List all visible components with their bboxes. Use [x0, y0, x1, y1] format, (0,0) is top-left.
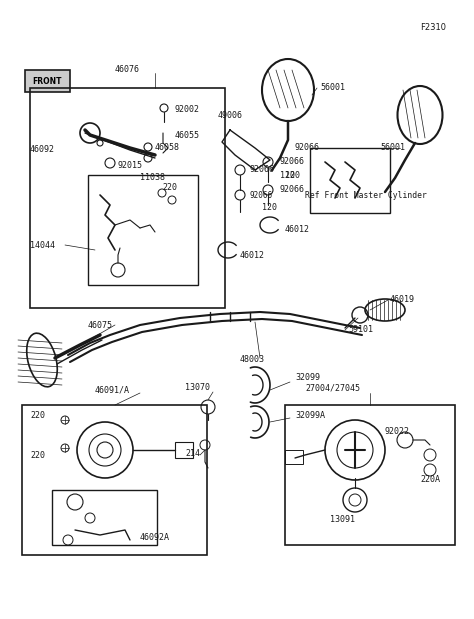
Text: 120: 120	[280, 170, 295, 180]
Text: 13070: 13070	[185, 384, 210, 392]
Text: 92066: 92066	[250, 191, 273, 199]
Bar	[25, 70, 70, 92]
Text: 46055: 46055	[175, 131, 200, 139]
Text: 11038: 11038	[140, 173, 165, 183]
Text: 120: 120	[285, 170, 300, 180]
Text: 120: 120	[262, 204, 277, 212]
Bar	[88, 175, 198, 285]
Text: 27004/27045: 27004/27045	[305, 384, 360, 392]
Text: 92066: 92066	[295, 144, 320, 152]
Bar	[30, 88, 225, 308]
Text: 92002: 92002	[175, 105, 200, 115]
Text: 46091/A: 46091/A	[95, 386, 130, 394]
Text: 48003: 48003	[240, 355, 265, 365]
Text: 46075: 46075	[88, 321, 113, 329]
Text: 92015: 92015	[118, 160, 143, 170]
Text: 92022: 92022	[385, 428, 410, 436]
Text: 46012: 46012	[285, 225, 310, 235]
Text: 46058: 46058	[155, 144, 180, 152]
Text: 92066: 92066	[280, 186, 305, 194]
Text: 214: 214	[185, 449, 200, 457]
Bar	[285, 405, 455, 545]
Text: 220A: 220A	[420, 475, 440, 485]
Text: 220: 220	[30, 410, 45, 420]
Text: 56001: 56001	[380, 144, 405, 152]
Text: 92066: 92066	[280, 157, 305, 167]
Text: 59101: 59101	[348, 326, 373, 334]
Text: 32099: 32099	[295, 373, 320, 383]
Text: 32099A: 32099A	[295, 410, 325, 420]
Bar	[52, 490, 157, 545]
Text: 220: 220	[30, 451, 45, 459]
Text: 46019: 46019	[390, 295, 415, 305]
Bar	[310, 148, 390, 213]
Bar	[175, 442, 193, 458]
Text: FRONT: FRONT	[33, 77, 62, 85]
Text: 46076: 46076	[115, 66, 140, 74]
Text: 46092: 46092	[30, 145, 55, 155]
Text: 46092A: 46092A	[140, 534, 170, 542]
Text: 92066: 92066	[250, 165, 275, 175]
Text: F2310: F2310	[420, 24, 446, 33]
Bar	[22, 405, 207, 555]
Bar	[285, 450, 303, 464]
Text: 220: 220	[162, 183, 177, 193]
Text: 46012: 46012	[240, 251, 265, 259]
Text: 14044: 14044	[30, 241, 55, 249]
Text: Ref Front Master Cylinder: Ref Front Master Cylinder	[305, 191, 427, 199]
Text: 49006: 49006	[218, 111, 243, 119]
Text: 13091: 13091	[330, 516, 355, 524]
Text: 56001: 56001	[320, 84, 345, 92]
